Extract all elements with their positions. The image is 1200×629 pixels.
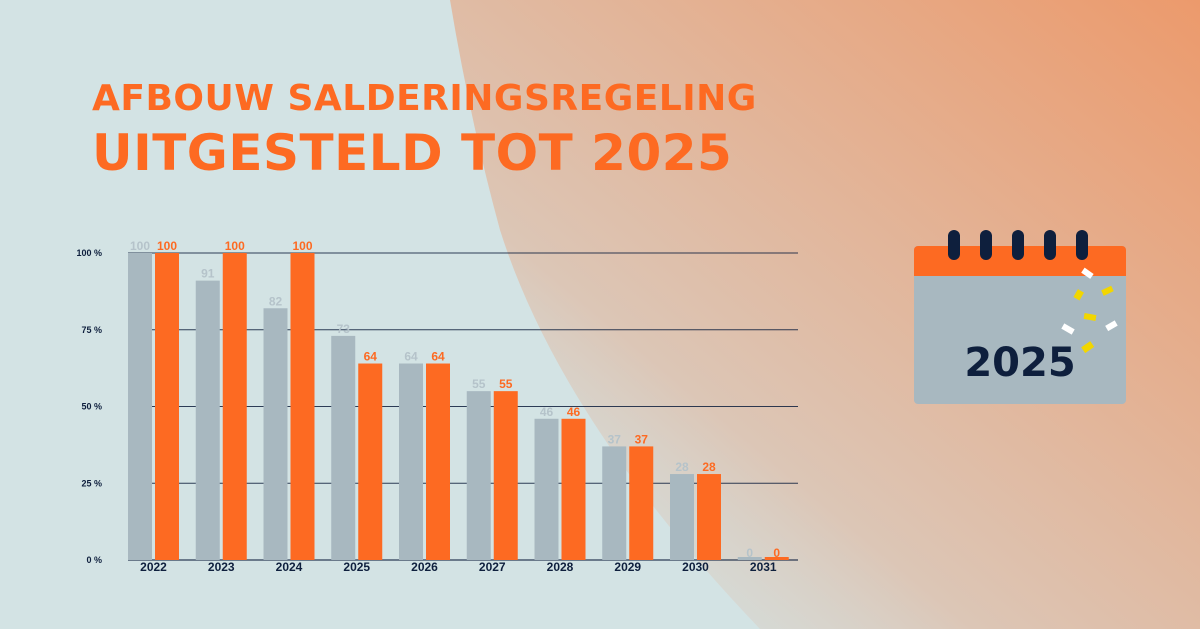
data-label: 37 bbox=[608, 432, 622, 446]
x-tick-label: 2026 bbox=[411, 560, 438, 574]
calendar-rings bbox=[948, 230, 1088, 260]
data-label: 64 bbox=[364, 350, 378, 364]
bar bbox=[358, 363, 383, 560]
data-label: 64 bbox=[404, 350, 418, 364]
bar bbox=[222, 253, 247, 560]
x-tick-label: 2028 bbox=[547, 560, 574, 574]
bar bbox=[629, 446, 654, 560]
x-tick-label: 2031 bbox=[750, 560, 777, 574]
data-label: 100 bbox=[130, 239, 150, 253]
data-label: 46 bbox=[567, 405, 581, 419]
bar bbox=[561, 418, 586, 560]
calendar-ring bbox=[980, 230, 992, 260]
calendar-ring bbox=[1012, 230, 1024, 260]
y-tick-label: 25 % bbox=[81, 478, 102, 488]
bar bbox=[331, 335, 356, 560]
bar bbox=[737, 557, 762, 560]
x-tick-label: 2025 bbox=[343, 560, 370, 574]
page-title-line-2: UITGESTELD TOT 2025 bbox=[92, 124, 733, 182]
confetti bbox=[1061, 267, 1118, 354]
data-label: 28 bbox=[702, 460, 716, 474]
x-tick-label: 2027 bbox=[479, 560, 506, 574]
y-tick-label: 50 % bbox=[81, 402, 102, 412]
data-label: 82 bbox=[269, 294, 283, 308]
page-title-line-1: AFBOUW SALDERINGSREGELING bbox=[92, 78, 757, 119]
confetti-piece bbox=[1073, 289, 1084, 301]
x-tick-label: 2023 bbox=[208, 560, 235, 574]
y-tick-label: 0 % bbox=[86, 555, 102, 565]
confetti-piece bbox=[1081, 341, 1095, 354]
x-tick-label: 2024 bbox=[276, 560, 303, 574]
confetti-piece bbox=[1105, 320, 1118, 332]
data-label: 55 bbox=[472, 377, 486, 391]
calendar-ring bbox=[948, 230, 960, 260]
x-tick-label: 2022 bbox=[140, 560, 167, 574]
x-tick-label: 2029 bbox=[614, 560, 641, 574]
calendar-ring bbox=[1076, 230, 1088, 260]
bar bbox=[128, 253, 152, 560]
confetti-piece bbox=[1081, 267, 1094, 279]
confetti-piece bbox=[1083, 313, 1097, 321]
bar bbox=[263, 308, 288, 560]
x-tick-label: 2030 bbox=[682, 560, 709, 574]
data-label: 91 bbox=[201, 267, 215, 281]
data-label: 100 bbox=[225, 239, 245, 253]
data-label: 100 bbox=[292, 239, 312, 253]
bar bbox=[399, 363, 423, 560]
data-label: 37 bbox=[635, 432, 649, 446]
calendar-ring bbox=[1044, 230, 1056, 260]
confetti-piece bbox=[1101, 285, 1114, 296]
bar bbox=[602, 446, 627, 560]
bar bbox=[697, 474, 721, 560]
data-label: 0 bbox=[773, 546, 780, 560]
bar bbox=[493, 391, 518, 560]
data-label: 28 bbox=[675, 460, 689, 474]
bar bbox=[426, 363, 450, 560]
calendar-icon: 2025 bbox=[914, 230, 1126, 404]
data-label: 64 bbox=[431, 350, 445, 364]
calendar-year: 2025 bbox=[964, 340, 1075, 386]
bar bbox=[466, 391, 491, 560]
data-label: 55 bbox=[499, 377, 513, 391]
calendar-header-band-bottom bbox=[914, 262, 1126, 276]
calendar-body bbox=[914, 246, 1126, 404]
bar bbox=[670, 474, 694, 560]
y-tick-label: 75 % bbox=[81, 325, 102, 335]
bar bbox=[155, 253, 179, 560]
bar-chart: 0 % 25 % 50 % 75 % 100 % 100 100 2022 91 100 2023 8… bbox=[76, 239, 798, 574]
bar bbox=[290, 253, 315, 560]
data-label: 0 bbox=[746, 546, 753, 560]
bar bbox=[764, 557, 789, 560]
data-label: 100 bbox=[157, 239, 177, 253]
data-label: 46 bbox=[540, 405, 554, 419]
confetti-piece bbox=[1061, 323, 1075, 335]
bar bbox=[195, 280, 220, 560]
bar bbox=[534, 418, 559, 560]
y-tick-label: 100 % bbox=[76, 248, 102, 258]
data-label: 73 bbox=[337, 322, 351, 336]
